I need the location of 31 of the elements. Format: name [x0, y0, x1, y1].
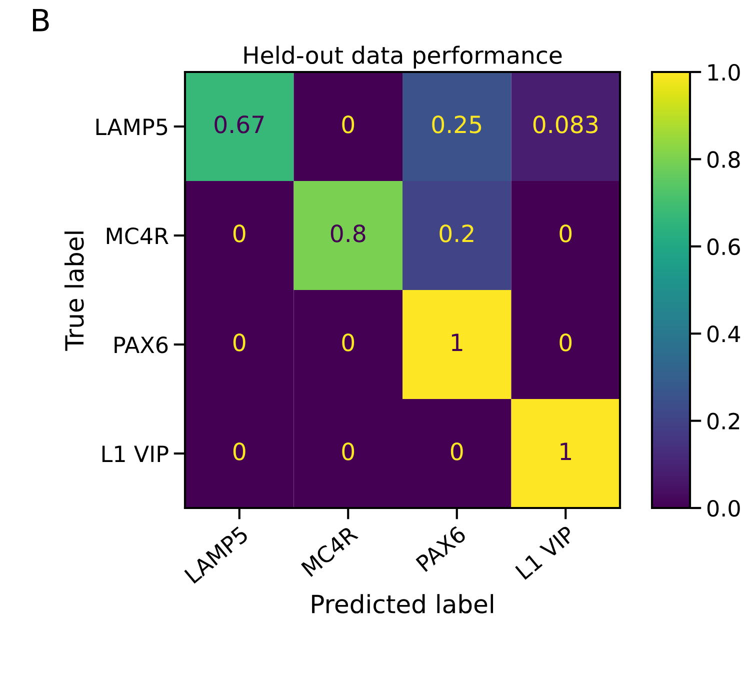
x-axis-title: Predicted label	[312, 594, 494, 614]
data-label: 0	[450, 442, 463, 460]
color-bar-label: 0.2	[707, 412, 740, 430]
color-bar-label: 0.6	[707, 238, 740, 256]
data-label: 0.25	[432, 115, 482, 134]
color-bar-label: 0.4	[707, 326, 740, 342]
y-tick-label: LAMP5	[96, 118, 168, 136]
data-label: 1	[560, 442, 571, 460]
data-label: 0	[342, 333, 354, 352]
text: B	[33, 8, 49, 32]
data-label: 1	[452, 334, 462, 352]
data-label: 0.2	[440, 224, 474, 242]
data-label: 0	[233, 333, 246, 352]
data-label: 0	[342, 442, 354, 460]
y-axis-title: True label	[64, 232, 84, 351]
data-label: 0	[233, 224, 246, 242]
data-label: 0	[560, 333, 572, 352]
data-label: 0	[342, 115, 354, 134]
data-label: 0	[233, 442, 246, 460]
data-label: 0.67	[214, 115, 264, 134]
color-bar-label: 0.8	[707, 151, 740, 168]
chart-title: Held-out data performance	[244, 46, 562, 69]
color-bar-label: 1.0	[708, 64, 740, 81]
data-label: 0.083	[533, 115, 598, 134]
y-tick-label: L1 VIP	[102, 446, 168, 462]
y-tick-label: PAX6	[114, 336, 168, 354]
y-tick-label: MC4R	[106, 227, 168, 244]
data-label: 0.8	[330, 224, 366, 242]
x-tick-label: L1 VIP	[515, 524, 576, 580]
data-label: 0	[560, 224, 572, 242]
color-bar-label: 0.0	[707, 500, 740, 517]
